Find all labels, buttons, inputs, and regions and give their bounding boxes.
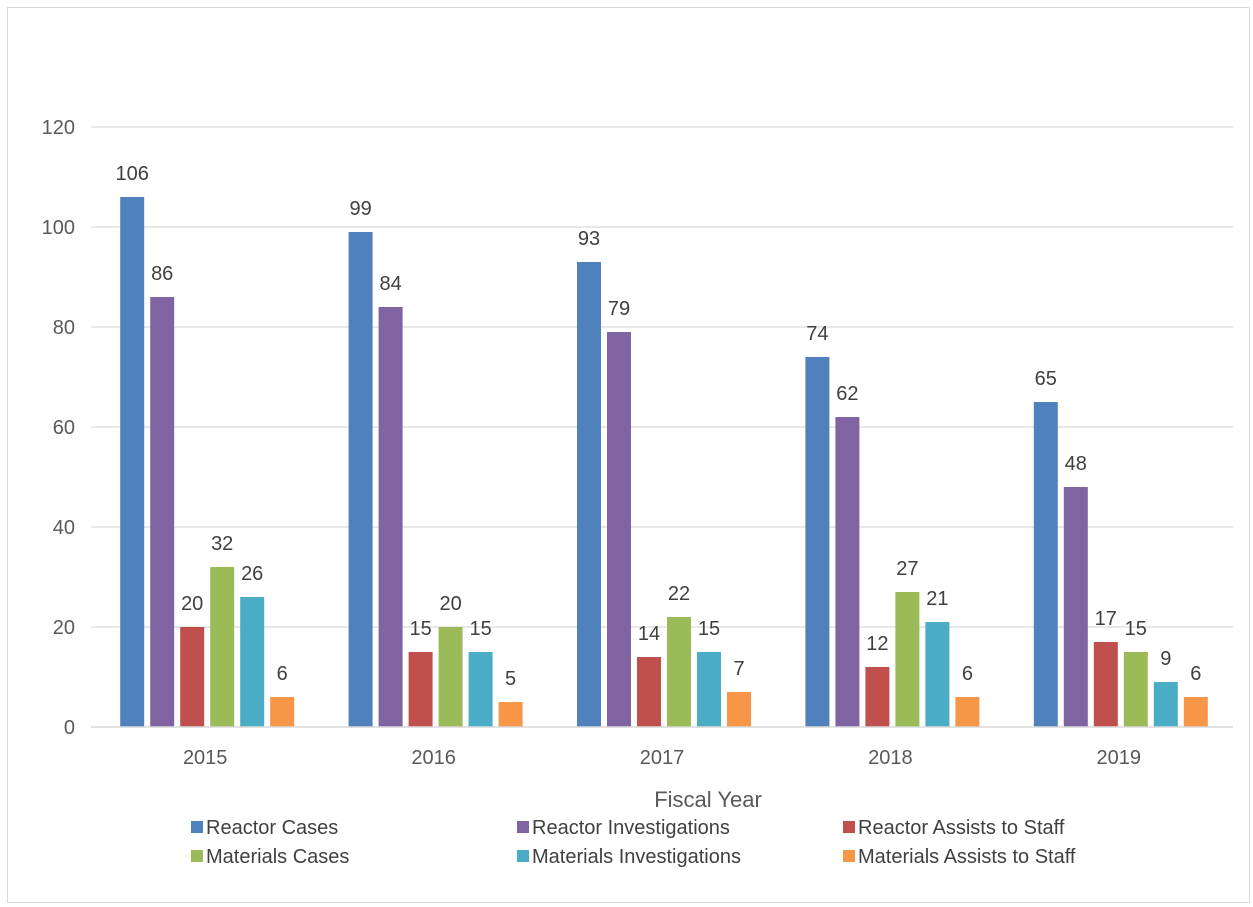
- x-tick-label: 2015: [183, 747, 228, 769]
- bar: [577, 262, 601, 727]
- bar: [408, 652, 433, 727]
- data-label: 20: [439, 593, 461, 615]
- data-label: 27: [896, 558, 918, 580]
- bar: [727, 692, 751, 727]
- bar: [150, 297, 175, 727]
- data-label: 6: [1190, 663, 1201, 685]
- y-tick-label: 120: [42, 117, 75, 139]
- bar: [895, 592, 920, 727]
- y-tick-label: 100: [42, 217, 75, 239]
- bars: [120, 197, 1208, 727]
- bar: [180, 627, 205, 727]
- bar: [835, 417, 860, 727]
- bar: [210, 567, 235, 727]
- y-axis-ticks: 0 20 40 60 80 100 120: [42, 117, 75, 739]
- legend-swatch: [191, 850, 203, 862]
- legend-swatch: [517, 850, 529, 862]
- bar: [378, 307, 403, 727]
- data-label: 93: [578, 228, 600, 250]
- data-label: 106: [116, 163, 149, 185]
- x-tick-label: 2019: [1097, 747, 1142, 769]
- data-label: 15: [469, 618, 491, 640]
- data-label: 12: [866, 633, 888, 655]
- bar: [240, 597, 265, 727]
- y-tick-label: 60: [53, 417, 75, 439]
- bar: [438, 627, 463, 727]
- bar: [1033, 402, 1058, 727]
- x-axis-title: Fiscal Year: [654, 787, 762, 812]
- data-label: 9: [1160, 648, 1171, 670]
- bar: [805, 357, 830, 727]
- bar: [498, 702, 523, 727]
- legend-swatch: [191, 821, 203, 833]
- bar: [348, 232, 373, 727]
- data-label: 62: [836, 383, 858, 405]
- x-axis-ticks: 2015 2016 2017 2018 2019: [183, 747, 1141, 769]
- data-label: 21: [926, 588, 948, 610]
- bar: [1063, 487, 1088, 727]
- y-tick-label: 80: [53, 317, 75, 339]
- data-label: 74: [806, 323, 828, 345]
- data-label: 65: [1035, 368, 1057, 390]
- data-label: 86: [151, 263, 173, 285]
- x-tick-label: 2016: [411, 747, 456, 769]
- data-label: 5: [505, 668, 516, 690]
- legend-label: Reactor Cases: [206, 817, 338, 839]
- bar: [120, 197, 145, 727]
- bar: [607, 332, 631, 727]
- data-label: 17: [1095, 608, 1117, 630]
- data-label: 15: [409, 618, 431, 640]
- bar: [1123, 652, 1148, 727]
- bar: [637, 657, 661, 727]
- legend-swatch: [843, 821, 855, 833]
- legend-label: Materials Assists to Staff: [858, 846, 1076, 868]
- bar: [697, 652, 721, 727]
- legend: Reactor Cases Reactor Investigations React…: [191, 817, 1076, 868]
- data-label: 48: [1065, 453, 1087, 475]
- bar: [955, 697, 980, 727]
- y-tick-label: 40: [53, 517, 75, 539]
- bar: [1183, 697, 1208, 727]
- bar: [925, 622, 950, 727]
- data-label: 7: [733, 658, 744, 680]
- legend-swatch: [843, 850, 855, 862]
- x-tick-label: 2017: [640, 747, 685, 769]
- data-label: 22: [668, 583, 690, 605]
- bar: [667, 617, 691, 727]
- data-label: 32: [211, 533, 233, 555]
- y-tick-label: 20: [53, 617, 75, 639]
- bar: [1093, 642, 1118, 727]
- legend-label: Materials Cases: [206, 846, 349, 868]
- data-label: 6: [962, 663, 973, 685]
- bar: [865, 667, 890, 727]
- gridlines: [91, 126, 1233, 628]
- bar: [468, 652, 493, 727]
- data-label: 15: [1125, 618, 1147, 640]
- data-labels: 1068620322669984152015593791422157746212…: [116, 163, 1202, 690]
- legend-swatch: [517, 821, 529, 833]
- data-label: 79: [608, 298, 630, 320]
- data-label: 84: [379, 273, 401, 295]
- data-label: 15: [698, 618, 720, 640]
- data-label: 26: [241, 563, 263, 585]
- data-label: 20: [181, 593, 203, 615]
- legend-label: Reactor Investigations: [532, 817, 730, 839]
- bar: [270, 697, 295, 727]
- data-label: 6: [277, 663, 288, 685]
- legend-label: Reactor Assists to Staff: [858, 817, 1065, 839]
- y-tick-label: 0: [64, 717, 75, 739]
- legend-label: Materials Investigations: [532, 846, 741, 868]
- bar: [1153, 682, 1178, 727]
- data-label: 14: [638, 623, 660, 645]
- x-tick-label: 2018: [868, 747, 913, 769]
- data-label: 99: [349, 198, 371, 220]
